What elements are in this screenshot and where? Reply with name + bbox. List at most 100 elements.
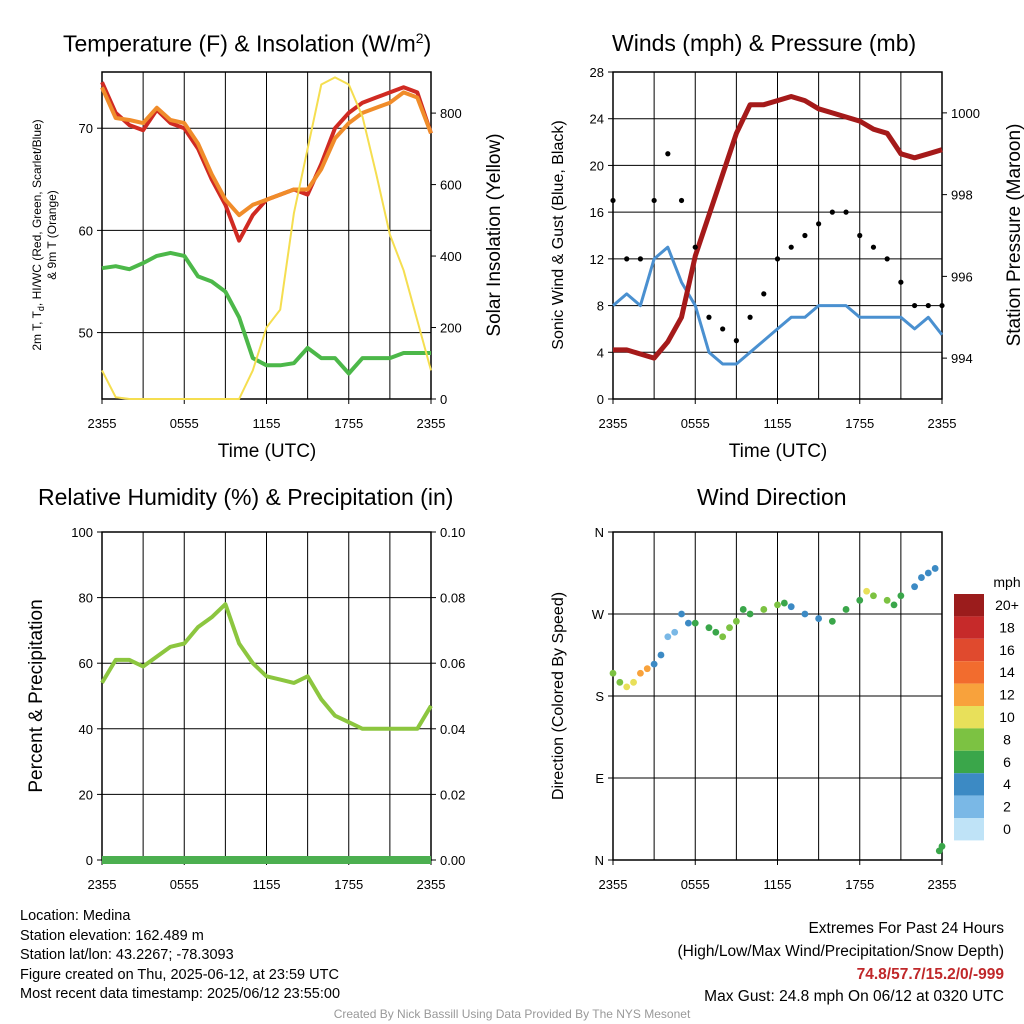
wind-dir-panel-title: Wind Direction [697, 484, 847, 510]
gust-point [843, 209, 849, 215]
gust-point [898, 279, 904, 285]
extremes-values: 74.8/57.7/15.2/0/-999 [856, 966, 1004, 983]
y-axis-label-right: Station Pressure (Maroon) [1004, 124, 1024, 347]
y-axis-label-left: 2m T, Td, HI/WC (Red, Green, Scarlet/Blu… [30, 119, 46, 350]
gust-point [747, 314, 753, 320]
gust-point [939, 302, 945, 309]
direction-point [863, 587, 871, 595]
y-tick-label: 0 [86, 853, 93, 868]
x-tick-label: 0555 [170, 877, 199, 892]
legend-title: mph [993, 574, 1020, 590]
x-tick-label: 1755 [334, 877, 363, 892]
wind-speed-line [612, 245, 944, 366]
legend-label: 14 [999, 664, 1015, 680]
x-tick-label: 2355 [88, 877, 117, 892]
x-tick-label: 1155 [764, 416, 792, 431]
direction-point [630, 678, 637, 686]
x-tick-label: 0555 [681, 416, 710, 431]
gust-point [911, 302, 918, 309]
temp-series-1 [100, 86, 433, 218]
y-tick-label: 60 [79, 223, 93, 238]
latlon-text: Station lat/lon: 43.2267; -78.3093 [20, 947, 234, 964]
legend-swatch [954, 638, 984, 662]
legend-swatch [954, 818, 984, 841]
direction-point [609, 669, 617, 677]
pressure-line [613, 94, 943, 361]
x-tick-label: 2355 [88, 416, 117, 431]
x-tick-label: 2355 [599, 877, 628, 892]
legend-label: 4 [1003, 776, 1011, 792]
x-tick-label: 2355 [928, 877, 957, 892]
y-tick-label: 12 [590, 252, 604, 267]
y-tick-label: 20 [79, 787, 93, 802]
max-gust-text: Max Gust: 24.8 mph On 06/12 at 0320 UTC [704, 988, 1004, 1005]
gust-point [774, 256, 781, 262]
y-tick-label-right: 0 [440, 392, 447, 407]
gust-point [610, 197, 616, 204]
location-text: Location: Medina [20, 908, 131, 924]
y-tick-label: N [595, 525, 604, 540]
direction-point [657, 651, 665, 659]
legend-label: 18 [999, 619, 1015, 635]
y-tick-label: N [595, 853, 604, 868]
direction-point [883, 596, 891, 604]
direction-point [897, 592, 905, 600]
legend-label: 2 [1003, 799, 1011, 815]
legend-swatch [954, 795, 984, 818]
legend-swatch [954, 706, 984, 729]
direction-point [739, 606, 747, 613]
y-tick-label: E [595, 771, 604, 786]
y-axis-label-left: Sonic Wind & Gust (Blue, Black) [550, 120, 567, 349]
direction-point [746, 610, 754, 618]
y-axis-label-left-line2: & 9m T (Orange) [45, 190, 59, 280]
y-tick-label: 60 [79, 656, 93, 671]
y-tick-label-right: 998 [951, 188, 973, 203]
y-tick-label: 4 [597, 345, 604, 360]
direction-point [616, 678, 624, 686]
y-tick-label: 40 [79, 722, 93, 737]
y-tick-label-right: 600 [440, 178, 462, 193]
legend-swatch [954, 594, 984, 617]
y-tick-label-right: 994 [951, 351, 973, 366]
y-tick-label: S [595, 689, 604, 704]
direction-point [760, 606, 768, 613]
y-axis-label-left: Percent & Precipitation [26, 599, 47, 792]
direction-point [924, 569, 932, 577]
y-tick-label-right: 996 [951, 269, 973, 284]
x-tick-label: 2355 [417, 877, 446, 892]
legend-label: 0 [1003, 821, 1011, 837]
temp-series-2 [101, 250, 431, 376]
y-tick-label-right: 0.06 [440, 656, 465, 671]
temp-series-3 [101, 76, 432, 400]
y-tick-label-right: 1000 [951, 106, 980, 121]
direction-point [705, 624, 713, 632]
direction-point [787, 603, 795, 611]
direction-point [643, 665, 651, 673]
y-tick-label: 70 [79, 121, 93, 136]
direction-point [671, 628, 679, 636]
y-tick-label: 50 [79, 326, 93, 341]
direction-point [938, 842, 946, 850]
direction-point [842, 606, 850, 613]
x-tick-label: 1755 [845, 877, 874, 892]
y-tick-label-right: 0.02 [440, 787, 465, 802]
extremes-subtitle: (High/Low/Max Wind/Precipitation/Snow De… [677, 943, 1005, 960]
legend-swatch [954, 616, 984, 639]
y-tick-label: 24 [590, 112, 604, 127]
gust-point [637, 256, 644, 262]
credit-text: Created By Nick Bassill Using Data Provi… [333, 1007, 691, 1021]
y-tick-label: W [592, 607, 605, 622]
direction-point [918, 574, 925, 581]
y-axis-label-left: Direction (Colored By Speed) [550, 592, 567, 800]
gust-point [706, 314, 712, 320]
y-tick-label: 100 [71, 525, 93, 540]
direction-point [801, 610, 809, 618]
legend-swatch [954, 750, 984, 774]
y-tick-label: 80 [79, 591, 93, 606]
x-tick-label: 0555 [170, 416, 199, 431]
gust-point [651, 197, 657, 204]
direction-point [712, 628, 720, 636]
legend-label: 8 [1003, 731, 1011, 747]
rh-line [100, 602, 433, 731]
